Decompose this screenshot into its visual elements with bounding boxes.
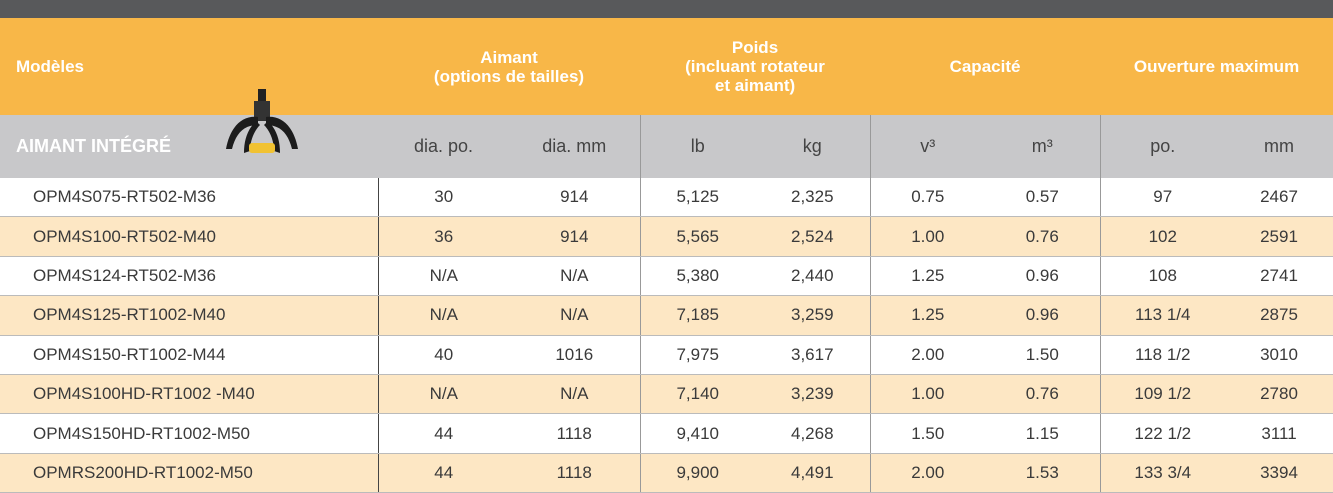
unit-label: mm bbox=[1225, 115, 1333, 178]
cell: 3111 bbox=[1225, 414, 1333, 453]
cell: 7,975 bbox=[640, 335, 755, 374]
cell: 9,410 bbox=[640, 414, 755, 453]
grapple-icon bbox=[222, 87, 302, 167]
cell: 2741 bbox=[1225, 256, 1333, 295]
cell: 914 bbox=[509, 178, 640, 217]
cell: 0.96 bbox=[985, 296, 1100, 335]
cell: 30 bbox=[378, 178, 509, 217]
unit-label: po. bbox=[1100, 115, 1225, 178]
cell: 1.15 bbox=[985, 414, 1100, 453]
cell: 1.25 bbox=[870, 256, 985, 295]
unit-label: dia. mm bbox=[509, 115, 640, 178]
group-header: Ouverture maximum bbox=[1100, 18, 1333, 115]
section-text: AIMANT INTÉGRÉ bbox=[16, 136, 171, 156]
group-header: Modèles bbox=[0, 18, 378, 115]
cell: 1.50 bbox=[870, 414, 985, 453]
cell: 0.76 bbox=[985, 374, 1100, 413]
cell: N/A bbox=[378, 296, 509, 335]
cell: 102 bbox=[1100, 217, 1225, 256]
group-header: Poids (incluant rotateur et aimant) bbox=[640, 18, 870, 115]
group-header: Aimant (options de tailles) bbox=[378, 18, 640, 115]
cell: 133 3/4 bbox=[1100, 453, 1225, 492]
cell: 914 bbox=[509, 217, 640, 256]
cell: 3394 bbox=[1225, 453, 1333, 492]
cell: N/A bbox=[509, 296, 640, 335]
cell: 9,900 bbox=[640, 453, 755, 492]
section-label: AIMANT INTÉGRÉ bbox=[0, 115, 378, 178]
cell: 5,565 bbox=[640, 217, 755, 256]
cell: 2,325 bbox=[755, 178, 870, 217]
unit-label: kg bbox=[755, 115, 870, 178]
cell: N/A bbox=[509, 256, 640, 295]
cell: 109 1/2 bbox=[1100, 374, 1225, 413]
cell: 2591 bbox=[1225, 217, 1333, 256]
cell: 7,185 bbox=[640, 296, 755, 335]
cell: 5,125 bbox=[640, 178, 755, 217]
page: ModèlesAimant (options de tailles)Poids … bbox=[0, 0, 1333, 493]
cell: 1.53 bbox=[985, 453, 1100, 492]
cell: 0.57 bbox=[985, 178, 1100, 217]
unit-label: lb bbox=[640, 115, 755, 178]
cell: 97 bbox=[1100, 178, 1225, 217]
model-name: OPM4S125-RT1002-M40 bbox=[0, 296, 378, 335]
cell: 122 1/2 bbox=[1100, 414, 1225, 453]
model-name: OPM4S100HD-RT1002 -M40 bbox=[0, 374, 378, 413]
cell: 4,491 bbox=[755, 453, 870, 492]
cell: 0.75 bbox=[870, 178, 985, 217]
cell: 1118 bbox=[509, 453, 640, 492]
cell: 2,524 bbox=[755, 217, 870, 256]
cell: 1016 bbox=[509, 335, 640, 374]
unit-label: dia. po. bbox=[378, 115, 509, 178]
cell: 0.96 bbox=[985, 256, 1100, 295]
top-bar bbox=[0, 0, 1333, 18]
cell: 113 1/4 bbox=[1100, 296, 1225, 335]
cell: N/A bbox=[378, 256, 509, 295]
cell: 1118 bbox=[509, 414, 640, 453]
cell: 1.00 bbox=[870, 217, 985, 256]
cell: 2467 bbox=[1225, 178, 1333, 217]
group-header: Capacité bbox=[870, 18, 1100, 115]
cell: N/A bbox=[509, 374, 640, 413]
cell: 2875 bbox=[1225, 296, 1333, 335]
cell: N/A bbox=[378, 374, 509, 413]
cell: 1.50 bbox=[985, 335, 1100, 374]
cell: 2780 bbox=[1225, 374, 1333, 413]
cell: 4,268 bbox=[755, 414, 870, 453]
cell: 40 bbox=[378, 335, 509, 374]
unit-label: v³ bbox=[870, 115, 985, 178]
cell: 3,239 bbox=[755, 374, 870, 413]
cell: 7,140 bbox=[640, 374, 755, 413]
cell: 3,259 bbox=[755, 296, 870, 335]
cell: 2,440 bbox=[755, 256, 870, 295]
model-name: OPM4S075-RT502-M36 bbox=[0, 178, 378, 217]
cell: 2.00 bbox=[870, 335, 985, 374]
cell: 108 bbox=[1100, 256, 1225, 295]
model-name: OPM4S100-RT502-M40 bbox=[0, 217, 378, 256]
cell: 0.76 bbox=[985, 217, 1100, 256]
model-name: OPM4S150HD-RT1002-M50 bbox=[0, 414, 378, 453]
cell: 2.00 bbox=[870, 453, 985, 492]
model-name: OPMRS200HD-RT1002-M50 bbox=[0, 453, 378, 492]
cell: 118 1/2 bbox=[1100, 335, 1225, 374]
model-name: OPM4S124-RT502-M36 bbox=[0, 256, 378, 295]
unit-label: m³ bbox=[985, 115, 1100, 178]
cell: 3010 bbox=[1225, 335, 1333, 374]
cell: 1.00 bbox=[870, 374, 985, 413]
model-name: OPM4S150-RT1002-M44 bbox=[0, 335, 378, 374]
cell: 36 bbox=[378, 217, 509, 256]
cell: 44 bbox=[378, 453, 509, 492]
cell: 5,380 bbox=[640, 256, 755, 295]
cell: 1.25 bbox=[870, 296, 985, 335]
cell: 3,617 bbox=[755, 335, 870, 374]
cell: 44 bbox=[378, 414, 509, 453]
